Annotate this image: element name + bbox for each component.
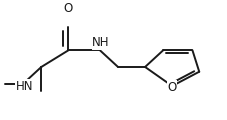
Text: O: O: [64, 2, 73, 15]
Text: HN: HN: [16, 80, 33, 93]
Text: NH: NH: [92, 36, 110, 49]
Text: O: O: [168, 81, 177, 94]
